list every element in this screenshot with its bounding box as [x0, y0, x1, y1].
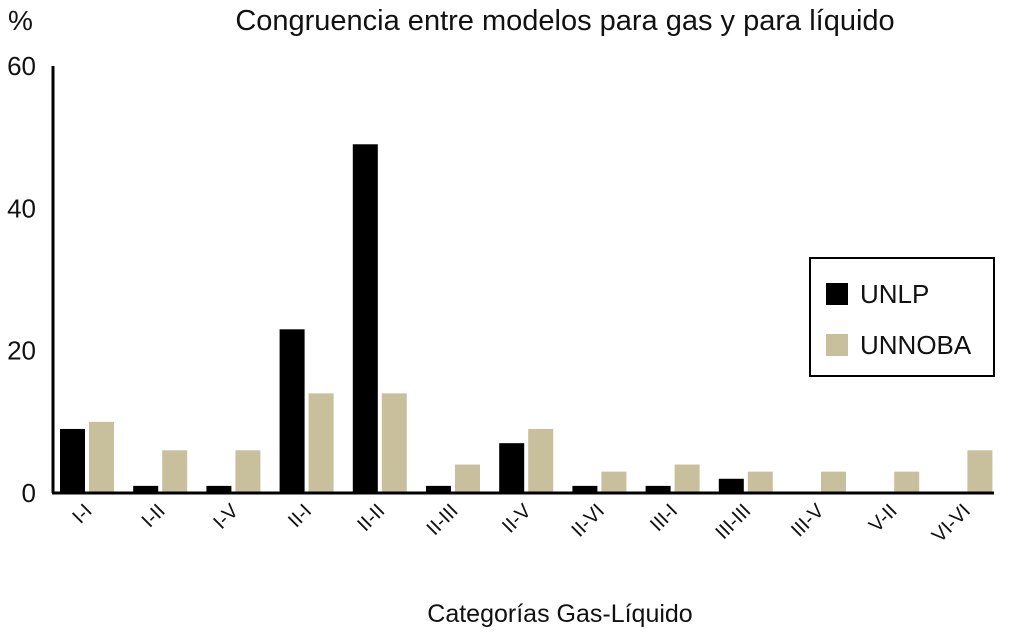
x-tick-label: II-II: [353, 500, 389, 536]
x-tick-label: I-I: [68, 500, 96, 528]
bar-unlp-ii-i: [279, 329, 305, 493]
bar-unnoba-ii-v: [528, 428, 554, 493]
bar-unnoba-v-ii: [894, 471, 920, 493]
bar-unlp-ii-v: [499, 443, 525, 493]
x-axis-tick-labels: I-I I-II I-V II-I II-II II-III II-V II-VI III-I I…: [68, 500, 975, 547]
legend-label-unlp: UNLP: [860, 279, 929, 309]
bar-unlp-ii-ii: [352, 144, 378, 494]
x-tick-label: II-III: [423, 500, 463, 540]
bar-unnoba-ii-vi: [601, 471, 627, 493]
bar-unlp-i-v: [206, 485, 232, 493]
y-axis-label: %: [8, 5, 33, 36]
x-tick-label: VI-VI: [928, 500, 975, 547]
bar-unnoba-iii-i: [674, 464, 700, 493]
bar-unnoba-i-i: [89, 421, 114, 493]
bar-unnoba-vi-vi: [967, 450, 993, 493]
legend-swatch-unlp: [826, 283, 848, 305]
x-tick-label: I-V: [209, 500, 243, 534]
x-axis-label: Categorías Gas-Líquido: [427, 600, 692, 628]
bar-unlp-iii-i: [645, 485, 671, 493]
y-tick-label: 20: [7, 336, 36, 366]
y-tick-label: 40: [7, 193, 36, 223]
x-tick-label: III-V: [787, 500, 829, 542]
bar-unnoba-i-ii: [162, 450, 188, 493]
y-axis-ticks: 0 20 40 60: [7, 51, 36, 508]
x-tick-label: II-VI: [567, 500, 608, 541]
bar-unnoba-iii-v: [821, 471, 846, 493]
bar-unnoba-i-v: [235, 450, 261, 493]
bar-unnoba-iii-iii: [747, 471, 773, 493]
bar-unlp-i-ii: [133, 485, 159, 493]
x-tick-label: I-II: [138, 500, 170, 532]
bar-unnoba-ii-i: [308, 393, 334, 493]
bar-unlp-ii-iii: [426, 485, 451, 493]
chart-title: Congruencia entre modelos para gas y par…: [235, 5, 894, 37]
bar-unlp-ii-vi: [572, 485, 598, 493]
bar-unnoba-ii-iii: [455, 464, 480, 493]
x-tick-label: V-II: [865, 500, 902, 537]
x-tick-label: II-V: [498, 500, 536, 538]
legend-box: [809, 257, 995, 377]
x-tick-label: III-I: [646, 500, 682, 536]
x-tick-label: II-I: [284, 500, 316, 532]
x-tick-label: III-III: [711, 500, 755, 544]
bars: [60, 144, 993, 494]
bar-unlp-i-i: [60, 428, 85, 493]
bar-unlp-iii-iii: [718, 478, 744, 493]
legend-swatch-unnoba: [826, 334, 848, 356]
y-tick-label: 0: [22, 478, 36, 508]
legend: UNLP UNNOBA: [809, 257, 995, 377]
legend-label-unnoba: UNNOBA: [860, 330, 972, 360]
bar-unnoba-ii-ii: [381, 393, 407, 493]
y-tick-label: 60: [7, 51, 36, 81]
